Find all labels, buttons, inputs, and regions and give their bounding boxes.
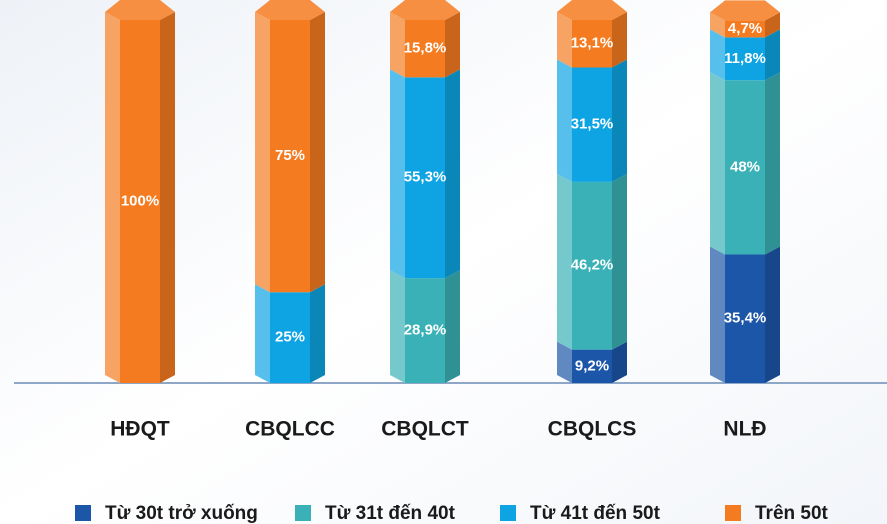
bar-segment xyxy=(710,29,780,81)
bar-face-left xyxy=(710,12,725,38)
bar-face-right xyxy=(765,12,780,38)
bar-segment xyxy=(105,12,175,383)
bar-face-right xyxy=(445,12,460,78)
bar-face-front xyxy=(270,292,310,383)
legend-swatch xyxy=(725,505,741,521)
bar-face-right xyxy=(310,284,325,383)
bar-segment xyxy=(390,69,460,279)
bar-segment xyxy=(557,173,627,350)
x-tick-label: HĐQT xyxy=(110,418,170,441)
bar-face-left xyxy=(710,246,725,383)
bar-face-right xyxy=(445,270,460,383)
data-label: 100% xyxy=(121,192,159,209)
legend-swatch xyxy=(295,505,311,521)
bar-face-left xyxy=(557,59,572,182)
bar-face-left xyxy=(557,12,572,68)
bar-face-front xyxy=(120,20,160,383)
bar-face-left xyxy=(557,173,572,350)
bar-face-front xyxy=(725,20,765,38)
bar-face-front xyxy=(572,349,612,383)
bar-face-right xyxy=(765,29,780,81)
bar-face-left xyxy=(390,69,405,279)
bar-face-left xyxy=(105,12,120,383)
bar-face-right xyxy=(445,69,460,279)
bar-face-right xyxy=(612,59,627,182)
legend-swatch xyxy=(500,505,516,521)
bar-face-left xyxy=(390,270,405,383)
bar-face-right xyxy=(612,12,627,68)
data-label: 9,2% xyxy=(575,357,609,374)
bar-face-front xyxy=(572,20,612,68)
bar-segment xyxy=(710,72,780,255)
legend-swatch xyxy=(75,505,91,521)
bar-face-right xyxy=(765,246,780,383)
data-label: 55,3% xyxy=(404,169,447,186)
bar-cap xyxy=(710,0,780,21)
data-label: 35,4% xyxy=(724,310,767,327)
data-label: 48% xyxy=(730,158,760,175)
data-label: 75% xyxy=(275,147,305,164)
x-tick-label: CBQLCT xyxy=(381,418,469,441)
bar-face-front xyxy=(725,254,765,383)
bar-segment xyxy=(255,284,325,383)
x-tick-label: CBQLCS xyxy=(548,418,637,441)
bar-segment xyxy=(255,12,325,293)
bar-face-front xyxy=(270,20,310,293)
bar-segment xyxy=(710,12,780,38)
data-label: 4,7% xyxy=(728,20,762,37)
bar-face-front xyxy=(572,181,612,350)
bar-face-left xyxy=(255,12,270,293)
bar-cap xyxy=(557,0,627,20)
legend-label: Trên 50t xyxy=(755,503,829,524)
bar-cap xyxy=(255,0,325,20)
bar-segment xyxy=(557,12,627,68)
data-label: 13,1% xyxy=(571,35,614,52)
data-label: 28,9% xyxy=(404,322,447,339)
bar-face-front xyxy=(572,67,612,182)
x-tick-label: NLĐ xyxy=(723,418,766,441)
bar-segment xyxy=(557,59,627,182)
bar-segment xyxy=(557,341,627,383)
bar-face-left xyxy=(710,29,725,81)
bar-face-front xyxy=(405,20,445,78)
bar-cap xyxy=(390,0,460,21)
bar-face-front xyxy=(725,37,765,81)
bar-face-right xyxy=(160,12,175,383)
x-tick-label: CBQLCC xyxy=(245,418,335,441)
bar-face-right xyxy=(310,12,325,293)
bar-segment xyxy=(710,246,780,383)
bar-face-left xyxy=(710,72,725,255)
bar-face-front xyxy=(725,80,765,255)
legend-label: Từ 31t đến 40t xyxy=(325,503,456,524)
bar-cap xyxy=(105,0,175,20)
legend-label: Từ 30t trở xuống xyxy=(105,503,258,524)
bar-face-left xyxy=(255,284,270,383)
bar-segment xyxy=(390,270,460,383)
data-label: 46,2% xyxy=(571,257,614,274)
bar-face-front xyxy=(405,77,445,279)
data-label: 25% xyxy=(275,329,305,346)
legend-label: Từ 41t đến 50t xyxy=(530,503,661,524)
bar-face-right xyxy=(612,173,627,350)
bar-face-left xyxy=(390,12,405,78)
bar-face-left xyxy=(557,341,572,383)
data-label: 31,5% xyxy=(571,116,614,133)
bar-segment xyxy=(390,12,460,78)
data-label: 15,8% xyxy=(404,40,447,57)
data-label: 11,8% xyxy=(724,50,766,67)
bar-face-front xyxy=(405,278,445,383)
bar-face-right xyxy=(612,341,627,383)
bar-face-right xyxy=(765,72,780,255)
